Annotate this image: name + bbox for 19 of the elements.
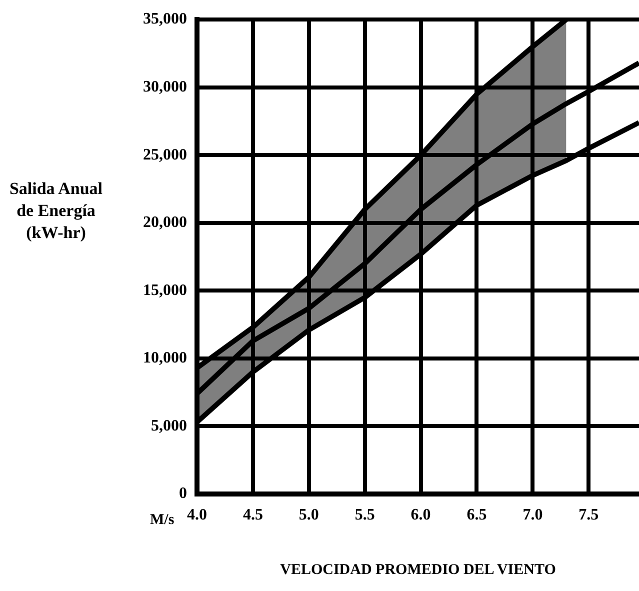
x-tick-label: 5.5 bbox=[354, 506, 375, 524]
y-tick-label: 25,000 bbox=[143, 146, 187, 164]
y-tick-label: 30,000 bbox=[143, 78, 187, 96]
y-tick-label: 0 bbox=[179, 485, 187, 502]
y-tick-label: 20,000 bbox=[143, 214, 187, 232]
x-tick-label: 5.0 bbox=[298, 506, 319, 524]
y-tick-label: 5,000 bbox=[151, 417, 187, 434]
y-tick-label: 35,000 bbox=[143, 10, 187, 28]
x-axis-title: VELOCIDAD PROMEDIO DEL VIENTO bbox=[279, 562, 557, 579]
x-tick-label: 4.0 bbox=[187, 506, 207, 524]
x-tick-label: 6.5 bbox=[466, 506, 487, 524]
x-tick-label: 6.0 bbox=[410, 506, 431, 524]
x-tick-label: 4.5 bbox=[242, 506, 263, 524]
y-axis-title: Salida Anual de Energía (kW-hr) bbox=[8, 178, 104, 244]
text: M/s bbox=[150, 512, 174, 529]
y-tick-label: 10,000 bbox=[143, 350, 187, 367]
x-tick-label: 7.5 bbox=[578, 506, 599, 524]
y-tick-label: 15,000 bbox=[143, 282, 187, 299]
x-tick-label: 7.0 bbox=[522, 506, 543, 524]
